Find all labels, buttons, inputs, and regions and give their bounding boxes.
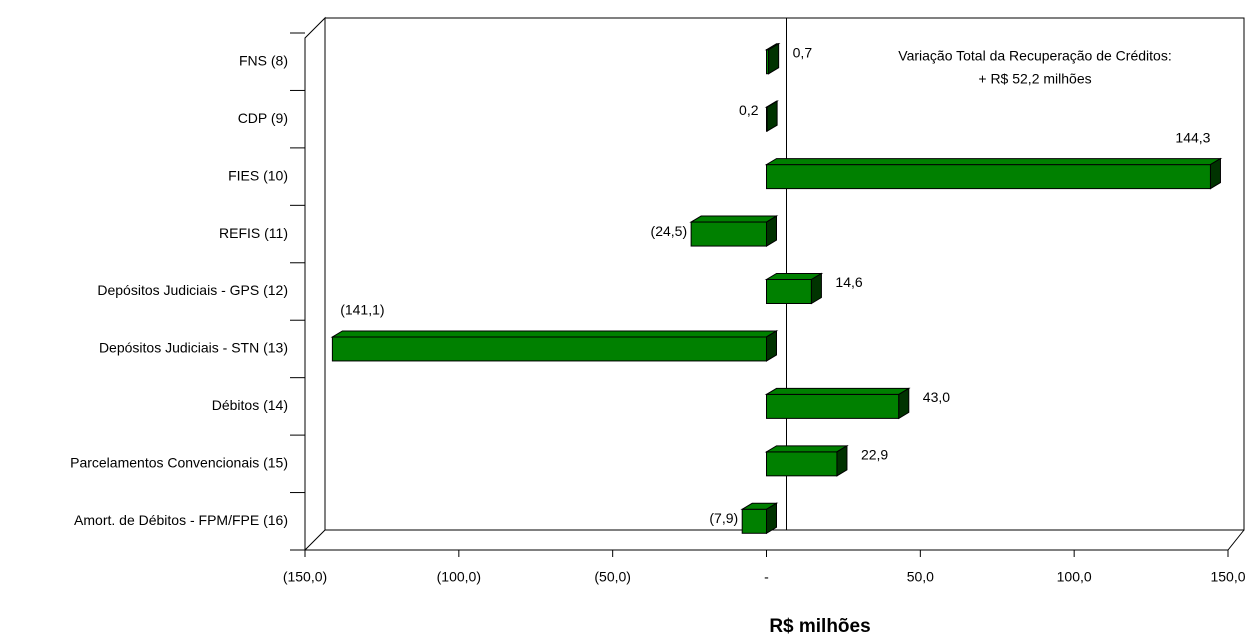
value-label: (141,1) [340, 302, 384, 318]
value-label: 0,7 [793, 44, 813, 60]
x-tick-label: (50,0) [594, 569, 631, 585]
bar-side [1209, 157, 1221, 190]
bar-side [766, 100, 778, 133]
bar-side [898, 387, 910, 420]
bar [766, 451, 838, 477]
x-tick-label: - [764, 569, 769, 585]
value-label: (7,9) [709, 510, 738, 526]
bar [766, 393, 900, 419]
bar-top [764, 387, 911, 395]
bar [741, 508, 768, 534]
value-label: 0,2 [739, 102, 759, 118]
y-tick-label: CDP (9) [238, 110, 288, 126]
y-tick-label: FNS (8) [239, 52, 288, 68]
value-label: 144,3 [1175, 129, 1210, 145]
bar-top [330, 330, 779, 338]
x-tick-label: (150,0) [283, 569, 327, 585]
bar [766, 164, 1211, 190]
x-tick-label: 150,0 [1210, 569, 1245, 585]
bar-side [836, 444, 848, 477]
bar-top [764, 445, 849, 453]
bar-side [810, 272, 822, 305]
bar-top [764, 158, 1223, 166]
value-label: 22,9 [861, 447, 888, 463]
y-tick-label: Débitos (14) [212, 397, 288, 413]
plot-floor [305, 529, 1245, 551]
bar [766, 279, 812, 304]
annotation: + R$ 52,2 milhões [978, 71, 1091, 87]
bar-side [766, 502, 777, 535]
value-label: 14,6 [835, 274, 862, 290]
bar [331, 336, 767, 362]
x-tick-label: 100,0 [1057, 569, 1092, 585]
bar-top [689, 215, 779, 223]
bar-side [766, 330, 777, 362]
value-label: (24,5) [651, 223, 688, 239]
annotation: Variação Total da Recuperação de Crédito… [898, 48, 1171, 64]
y-tick-label: Amort. de Débitos - FPM/FPE (16) [74, 512, 288, 528]
y-tick-label: REFIS (11) [219, 225, 288, 241]
y-tick-label: Depósitos Judiciais - GPS (12) [97, 282, 288, 298]
x-axis-title: R$ milhões [769, 616, 870, 637]
plot-wall [304, 16, 326, 551]
bar [690, 221, 767, 247]
y-tick-label: FIES (10) [228, 167, 288, 183]
plot-wall [325, 17, 1245, 531]
y-tick-label: Parcelamentos Convencionais (15) [70, 455, 288, 471]
bar-side [768, 42, 780, 75]
value-label: 43,0 [923, 389, 950, 405]
x-tick-label: (100,0) [437, 569, 481, 585]
x-tick-label: 50,0 [907, 569, 934, 585]
y-tick-label: Depósitos Judiciais - STN (13) [99, 340, 288, 356]
bar-side [766, 215, 777, 247]
